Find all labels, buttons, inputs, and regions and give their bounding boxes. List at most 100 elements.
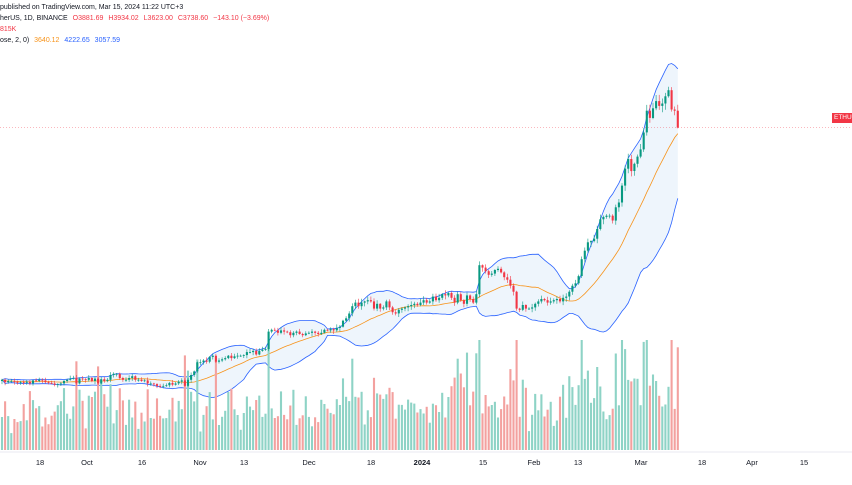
high-value: H3934.02 — [108, 15, 139, 22]
time-axis-tick-label: Dec — [302, 458, 316, 467]
candle-body — [549, 301, 552, 303]
volume-bar — [267, 340, 270, 450]
candle-body — [568, 291, 571, 297]
candle-body — [338, 326, 341, 328]
volume-bar — [227, 392, 230, 450]
candle-body — [565, 296, 568, 298]
volume-bar — [121, 400, 124, 450]
volume-bar — [583, 378, 586, 450]
volume-bar — [537, 410, 540, 450]
volume-bar — [168, 409, 171, 450]
volume-bar — [611, 408, 614, 450]
volume-bar — [465, 352, 469, 450]
volume-bar — [155, 398, 159, 450]
candle-body — [419, 302, 422, 305]
volume-bar — [149, 418, 152, 450]
volume-bar — [31, 400, 35, 450]
candle-body — [658, 101, 661, 106]
volume-bar — [13, 419, 16, 450]
candle-body — [493, 270, 496, 274]
volume-bar — [450, 386, 453, 450]
volume-bar — [357, 397, 360, 450]
candle-body — [363, 301, 366, 303]
candle-body — [388, 301, 391, 308]
volume-bar — [397, 404, 400, 450]
volume-legend: 815K — [0, 26, 19, 33]
volume-bar — [351, 358, 354, 450]
volume-bar — [112, 423, 115, 450]
volume-bar — [624, 349, 627, 450]
candle-body — [555, 299, 558, 301]
candle-body — [438, 297, 441, 301]
volume-bar — [292, 389, 295, 450]
volume-bar — [165, 418, 168, 450]
volume-bar — [56, 405, 59, 450]
candle-body — [500, 268, 503, 273]
candle-body — [472, 299, 475, 303]
volume-bar — [670, 340, 673, 450]
volume-bar — [614, 353, 617, 450]
candle-body — [447, 293, 450, 296]
candle-body — [624, 168, 627, 186]
volume-bar — [295, 424, 298, 450]
volume-bar — [524, 387, 527, 450]
candle-body — [382, 307, 385, 309]
candle-body — [199, 362, 202, 364]
volume-bar — [180, 409, 183, 450]
volume-bar — [242, 413, 245, 450]
time-axis-tick-label: 18 — [36, 458, 44, 467]
volume-bar — [128, 399, 131, 450]
volume-bar — [360, 391, 363, 450]
candle-body — [602, 216, 605, 220]
volume-bar — [16, 422, 19, 450]
volume-bar — [568, 376, 571, 450]
volume-bar — [481, 413, 484, 450]
candle-body — [59, 383, 62, 385]
publish-credit: published on TradingView.com, Mar 15, 20… — [0, 4, 186, 11]
volume-bar — [388, 387, 391, 450]
volume-bar — [236, 415, 239, 450]
candle-body — [329, 329, 332, 331]
volume-bar — [35, 408, 38, 450]
candle-body — [100, 379, 103, 384]
candle-body — [521, 305, 524, 310]
candle-body — [431, 296, 434, 302]
candle-body — [577, 276, 580, 284]
candle-body — [242, 355, 245, 356]
candle-body — [620, 185, 624, 203]
volume-bar — [301, 415, 304, 450]
candle-body — [403, 307, 407, 309]
volume-bar — [444, 417, 447, 450]
candle-body — [369, 300, 372, 302]
candle-body — [617, 202, 620, 208]
candle-body — [273, 329, 276, 331]
volume-bar — [655, 381, 658, 450]
candle-body — [496, 268, 500, 270]
volume-bar — [317, 422, 320, 450]
volume-bar — [208, 392, 211, 450]
bollinger-band-fill — [2, 63, 678, 398]
candle-body — [605, 215, 608, 217]
volume-bar — [565, 417, 568, 450]
volume-bar — [211, 419, 214, 450]
candle-body — [78, 378, 81, 384]
volume-bar — [348, 401, 351, 450]
volume-bar — [345, 396, 348, 450]
volume-bar — [289, 405, 292, 450]
volume-bar — [571, 387, 574, 450]
volume-bar — [552, 425, 555, 450]
volume-bar — [87, 395, 90, 450]
volume-bar — [459, 373, 462, 450]
volume-bar — [577, 385, 580, 450]
candle-body — [211, 355, 214, 357]
volume-bar — [493, 401, 496, 450]
volume-bar — [326, 408, 329, 450]
volume-bar — [75, 361, 78, 450]
volume-bar — [354, 396, 357, 450]
volume-bar — [562, 384, 565, 450]
candle-body — [434, 296, 438, 301]
candle-body — [208, 356, 211, 362]
candle-body — [320, 332, 323, 334]
volume-bar — [648, 385, 651, 450]
